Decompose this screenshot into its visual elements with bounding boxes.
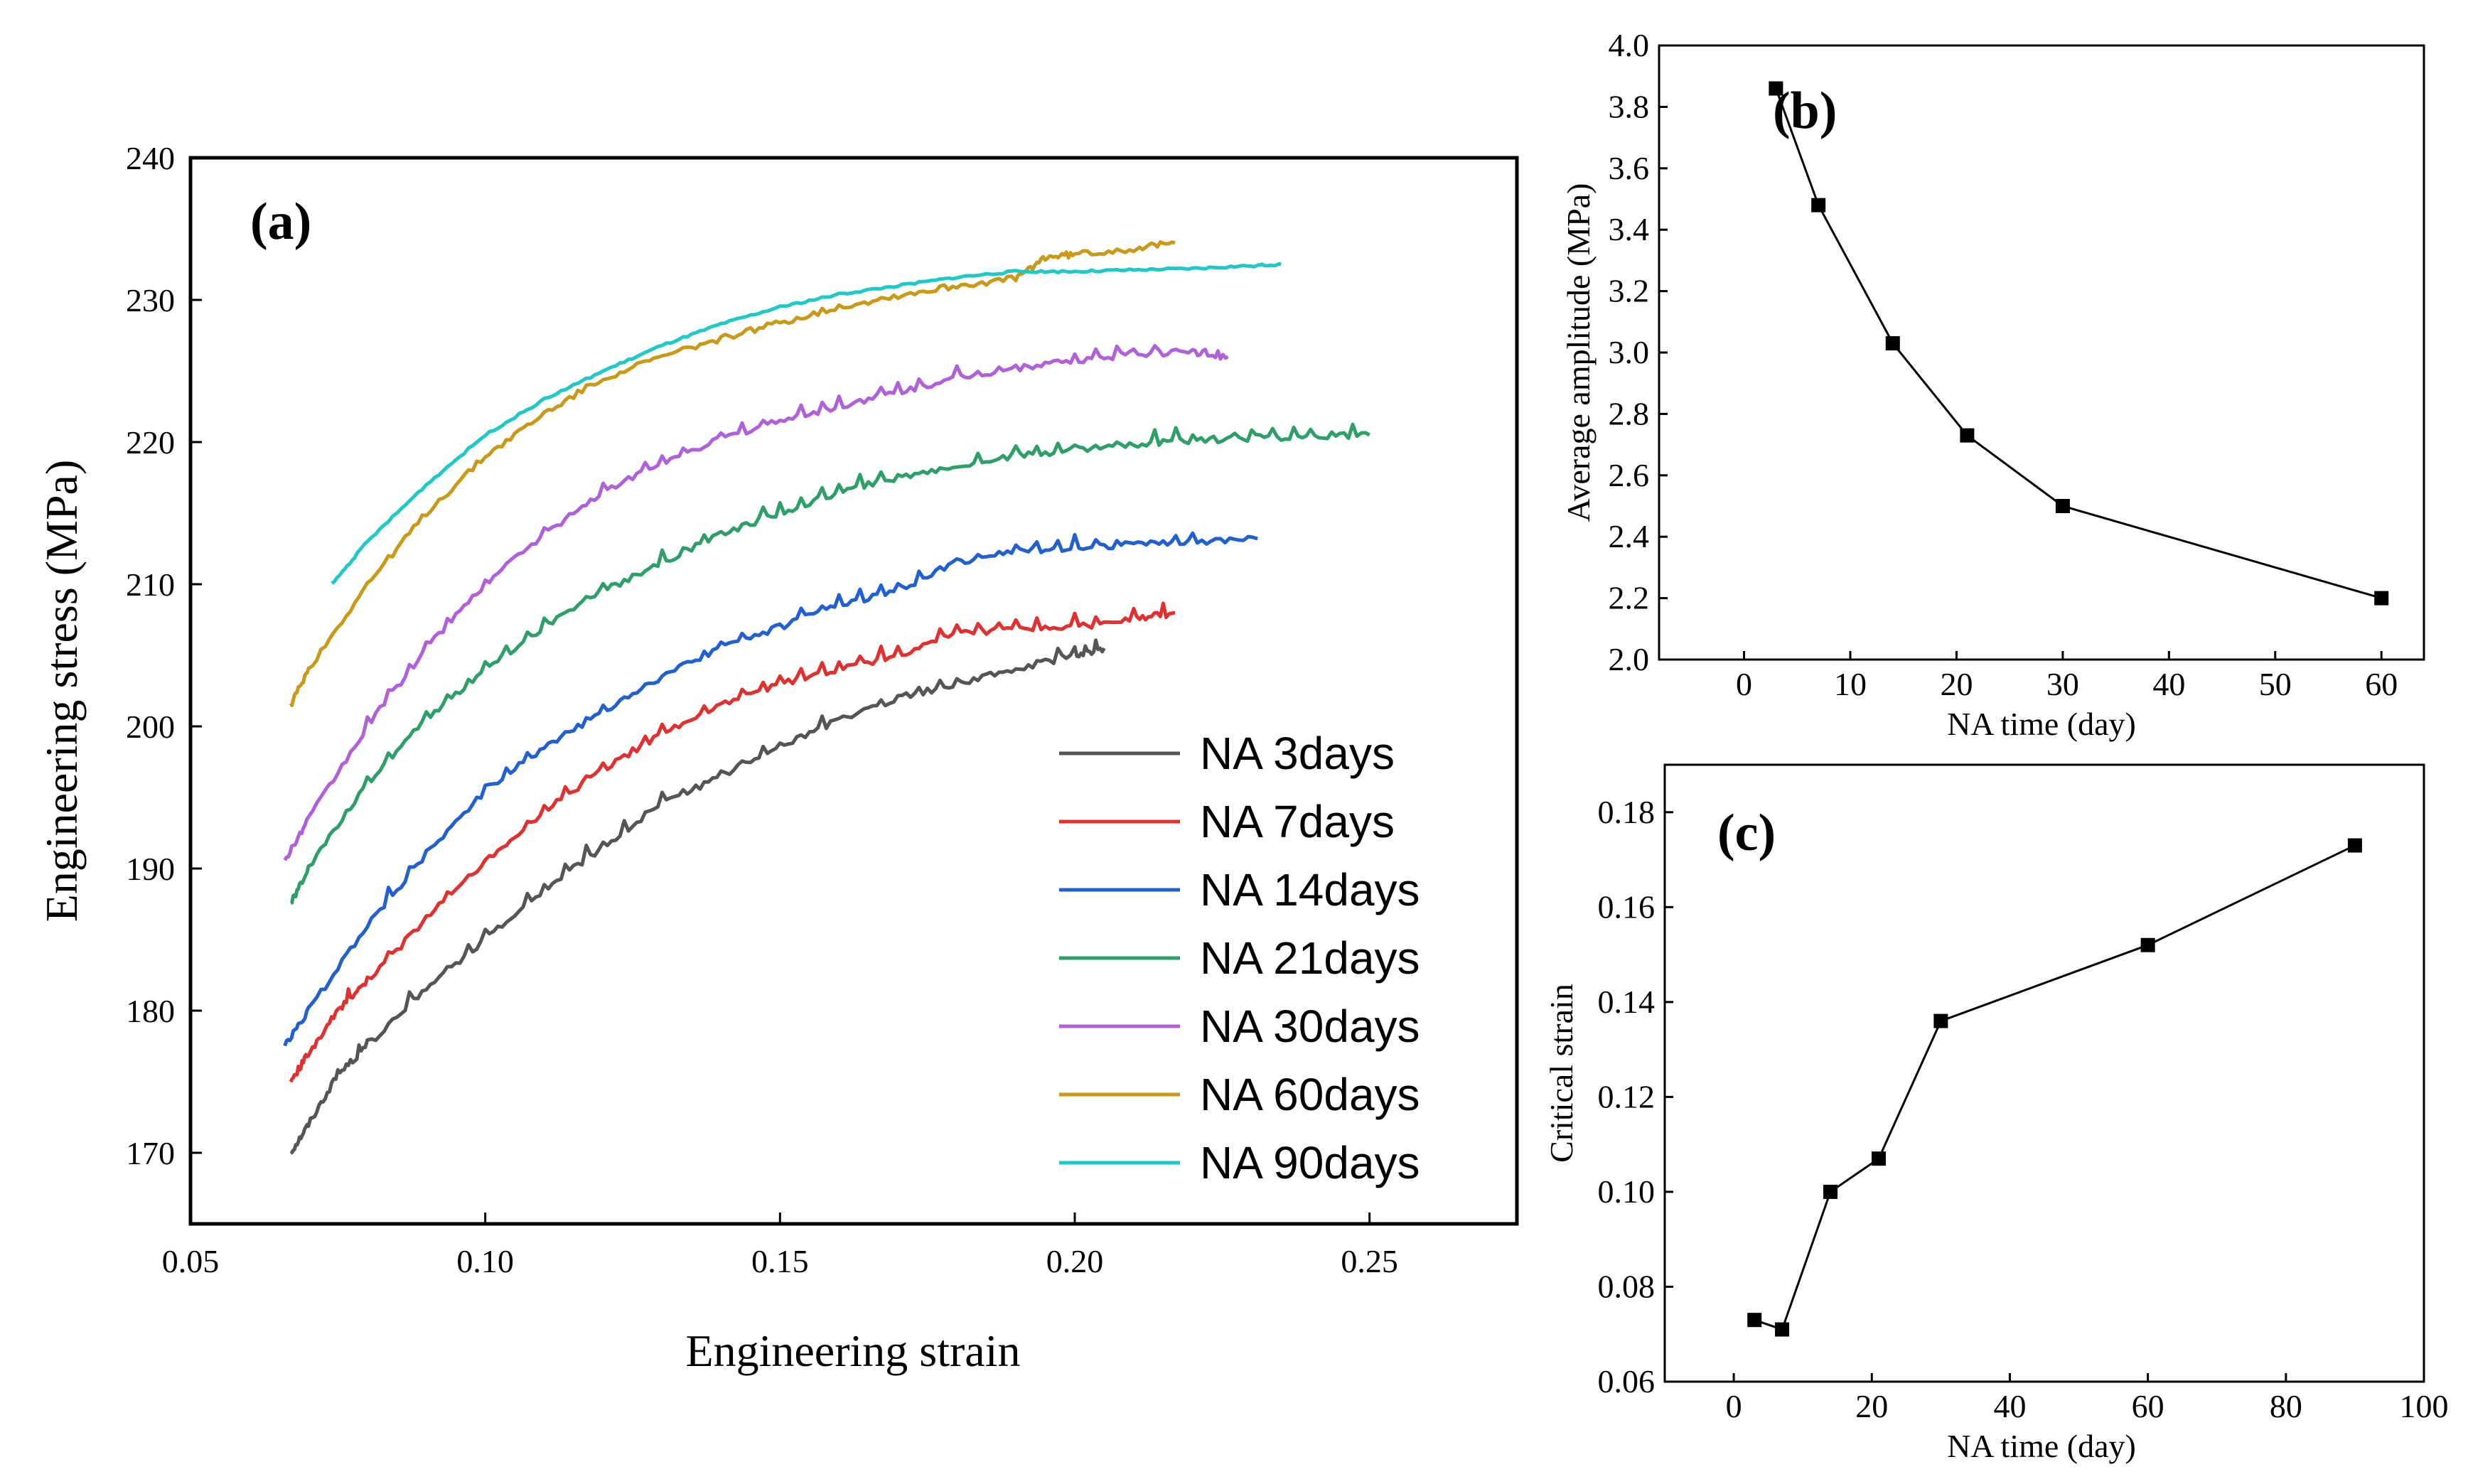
panel-a-y-tick-label: 210 bbox=[126, 566, 175, 603]
panel-a-x-tick-label: 0.05 bbox=[162, 1243, 220, 1279]
panel-a-series-line bbox=[289, 601, 1176, 1083]
panel-a-y-tick-label: 230 bbox=[126, 282, 175, 318]
panel-c-marker bbox=[1823, 1184, 1838, 1199]
panel-a-y-tick-label: 240 bbox=[126, 140, 175, 176]
panel-b-tag: (b) bbox=[1773, 82, 1837, 140]
panel-b-y-tick-label: 3.2 bbox=[1609, 273, 1650, 309]
panel-b-y-tick-label: 3.8 bbox=[1609, 88, 1650, 124]
panel-c-x-tick-label: 20 bbox=[1855, 1388, 1888, 1424]
panel-a-series-line bbox=[289, 638, 1106, 1155]
panel-a-x-tick-label: 0.25 bbox=[1341, 1243, 1398, 1279]
panel-b-y-tick-label: 3.0 bbox=[1609, 334, 1650, 370]
panel-a-x-axis-label: Engineering strain bbox=[686, 1326, 1021, 1376]
panel-a-legend-label: NA 7days bbox=[1200, 796, 1395, 847]
panel-a-frame bbox=[188, 156, 1519, 1226]
panel-a-series-line bbox=[283, 531, 1258, 1047]
panel-b-x-axis-label: NA time (day) bbox=[1947, 706, 2136, 742]
panel-a-series-line bbox=[331, 262, 1282, 585]
panel-a-legend: NA 3days NA 7days NA 14days NA 21days NA 30d… bbox=[1059, 728, 1420, 1188]
panel-a-series-line bbox=[289, 422, 1370, 905]
panel-a-series bbox=[283, 240, 1370, 1155]
panel-a-legend-label: NA 14days bbox=[1200, 864, 1420, 915]
panel-c-tag: (c) bbox=[1717, 804, 1776, 862]
panel-b-line bbox=[1774, 87, 2382, 600]
panel-a-y-tick-label: 200 bbox=[126, 709, 175, 745]
panel-c-y-tick-label: 0.08 bbox=[1598, 1268, 1656, 1304]
panel-a-legend-label: NA 3days bbox=[1200, 728, 1395, 779]
panel-a-x-tick-label: 0.10 bbox=[456, 1243, 514, 1279]
panel-b-y-ticks: 2.0 2.2 2.4 2.6 2.8 3.0 3.2 3.4 3.6 3.8 4.0 bbox=[1609, 27, 1668, 677]
panel-b-y-tick-label: 3.4 bbox=[1609, 211, 1650, 247]
panel-b-x-tick-label: 0 bbox=[1736, 666, 1752, 702]
panel-c-y-ticks: 0.06 0.08 0.10 0.12 0.14 0.16 0.18 bbox=[1598, 794, 1673, 1399]
panel-a-legend-label: NA 21days bbox=[1200, 932, 1420, 984]
panel-b-y-tick-label: 4.0 bbox=[1609, 27, 1650, 63]
panel-b-y-axis-label: Average amplitude (MPa) bbox=[1560, 183, 1597, 522]
panel-b-marker bbox=[1960, 428, 1975, 443]
panel-c-marker bbox=[2347, 838, 2362, 853]
panel-c: 0 20 40 60 80 100 0.06 0.08 0.10 0.12 0.14 0.16 0.1… bbox=[1543, 763, 2449, 1464]
panel-b-marker bbox=[2374, 591, 2389, 606]
panel-a-y-tick-label: 220 bbox=[126, 424, 175, 461]
panel-c-y-tick-label: 0.18 bbox=[1598, 794, 1656, 830]
panel-a-y-axis-label: Engineering stress (MPa) bbox=[36, 460, 87, 923]
panel-b-x-tick-label: 30 bbox=[2046, 666, 2079, 702]
panel-c-marker bbox=[1871, 1151, 1886, 1166]
panel-a-y-ticks: 170 180 190 200 210 220 230 240 bbox=[126, 140, 202, 1171]
panel-b-y-tick-label: 2.8 bbox=[1609, 395, 1650, 431]
panel-b-y-tick-label: 2.2 bbox=[1609, 580, 1650, 616]
panel-a-legend-label: NA 90days bbox=[1200, 1137, 1420, 1188]
panel-c-x-tick-label: 100 bbox=[2400, 1388, 2449, 1424]
panel-b-x-tick-label: 20 bbox=[1940, 666, 1973, 702]
panel-b-marker bbox=[2055, 499, 2070, 513]
panel-c-x-axis-label: NA time (day) bbox=[1947, 1428, 2136, 1464]
panel-a-series-line bbox=[283, 343, 1229, 861]
panel-b: 0 10 20 30 40 50 60 2.0 2.2 2.4 2.6 2.8 3.0 3.2 3.4 3.… bbox=[1560, 27, 2425, 742]
panel-b-y-tick-label: 3.6 bbox=[1609, 150, 1650, 186]
panel-b-y-tick-label: 2.4 bbox=[1609, 518, 1650, 554]
panel-b-marker bbox=[1769, 81, 1783, 96]
panel-a-x-tick-label: 0.20 bbox=[1046, 1243, 1104, 1279]
panel-c-x-tick-label: 60 bbox=[2132, 1388, 2164, 1424]
panel-c-x-tick-label: 0 bbox=[1726, 1388, 1742, 1424]
panel-b-x-tick-label: 50 bbox=[2259, 666, 2292, 702]
panel-b-x-tick-label: 40 bbox=[2152, 666, 2185, 702]
panel-c-marker bbox=[2140, 937, 2155, 952]
panel-b-marker bbox=[1811, 198, 1826, 213]
panel-b-x-tick-label: 60 bbox=[2365, 666, 2398, 702]
panel-b-x-ticks: 0 10 20 30 40 50 60 bbox=[1736, 651, 2398, 702]
panel-c-marker bbox=[1933, 1013, 1948, 1028]
panel-a-x-tick-label: 0.15 bbox=[751, 1243, 809, 1279]
panel-c-series bbox=[1747, 838, 2362, 1337]
panel-a-y-tick-label: 190 bbox=[126, 851, 175, 887]
panel-c-y-axis-label: Critical strain bbox=[1543, 984, 1579, 1163]
panel-c-marker bbox=[1775, 1322, 1790, 1337]
panel-a: 0.05 0.10 0.15 0.20 0.25 170 180 190 200 210 220 2… bbox=[36, 140, 1519, 1376]
panel-a-y-tick-label: 180 bbox=[126, 993, 175, 1029]
panel-c-y-tick-label: 0.14 bbox=[1598, 984, 1656, 1020]
panel-b-y-tick-label: 2.6 bbox=[1609, 457, 1650, 493]
panel-b-marker bbox=[1885, 336, 1900, 351]
panel-a-legend-label: NA 30days bbox=[1200, 1001, 1420, 1052]
panel-c-y-tick-label: 0.10 bbox=[1598, 1173, 1656, 1210]
panel-c-x-ticks: 0 20 40 60 80 100 bbox=[1726, 1373, 2449, 1424]
panel-c-y-tick-label: 0.06 bbox=[1598, 1363, 1656, 1399]
panel-c-y-tick-label: 0.16 bbox=[1598, 888, 1656, 925]
panel-a-series-line bbox=[289, 240, 1176, 707]
panel-a-y-tick-label: 170 bbox=[126, 1135, 175, 1171]
panel-c-x-tick-label: 80 bbox=[2270, 1388, 2302, 1424]
panel-c-marker bbox=[1747, 1313, 1762, 1328]
panel-b-y-tick-label: 2.0 bbox=[1609, 641, 1650, 677]
panel-a-x-ticks: 0.05 0.10 0.15 0.20 0.25 bbox=[162, 1213, 1398, 1279]
panel-c-frame bbox=[1663, 763, 2425, 1383]
panel-c-x-tick-label: 40 bbox=[1993, 1388, 2026, 1424]
panel-a-legend-label: NA 60days bbox=[1200, 1069, 1420, 1120]
panel-b-series bbox=[1769, 81, 2389, 606]
panel-c-y-tick-label: 0.12 bbox=[1598, 1078, 1656, 1114]
panel-a-tag: (a) bbox=[250, 193, 311, 251]
panel-b-x-tick-label: 10 bbox=[1834, 666, 1867, 702]
